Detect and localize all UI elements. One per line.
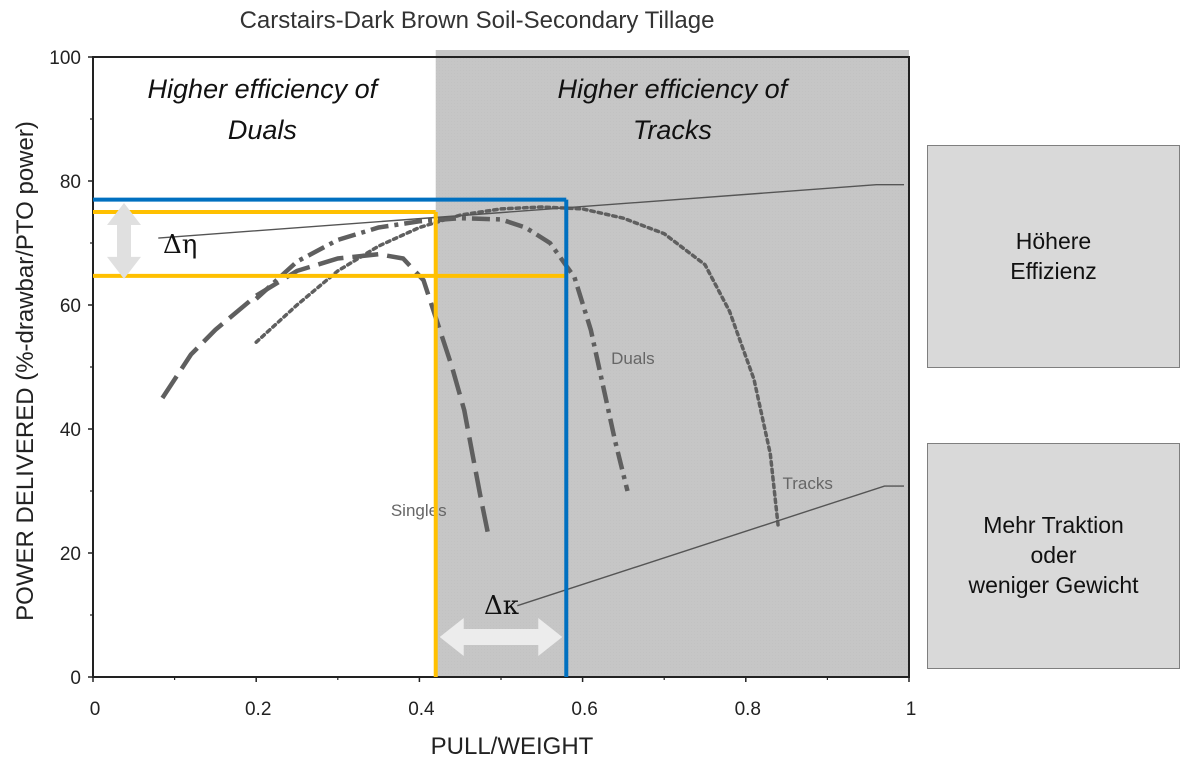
leader-line-efficiency (158, 184, 904, 239)
series-label-2: Tracks (783, 474, 833, 493)
y-tick-label-2: 40 (60, 420, 81, 441)
series-line-duals (254, 215, 630, 492)
y-tick-label-5: 100 (49, 48, 81, 69)
axes: 0 20 40 60 80 100 0 0.2 0.4 0.6 0.8 1 (49, 48, 916, 720)
x-tick-label-0: 0 (90, 699, 101, 720)
region-0 (93, 57, 436, 677)
region-label-line2-1: Tracks (633, 115, 712, 145)
region-1 (435, 57, 909, 677)
chart-title: Carstairs-Dark Brown Soil-Secondary Till… (240, 7, 715, 34)
x-tick-label-4: 0.8 (735, 699, 761, 720)
delta-eta-arrow-icon (107, 203, 141, 279)
y-axis-label: POWER DELIVERED (%-drawbar/PTO power) (12, 121, 39, 621)
x-tick-label-3: 0.6 (571, 699, 597, 720)
reference-lines (93, 197, 569, 677)
series-line-singles (160, 251, 492, 538)
y-tick-label-1: 20 (60, 544, 81, 565)
x-tick-label-2: 0.4 (408, 699, 435, 720)
annotations: Δη Δκ (107, 203, 563, 656)
x-tick-label-5: 1 (906, 699, 917, 720)
region-label-line1-1: Higher efficiency of (558, 74, 790, 104)
y-tick-label-0: 0 (70, 668, 81, 689)
shaded-regions: Higher efficiency of Duals Higher efficien… (93, 50, 909, 677)
chart: Carstairs-Dark Brown Soil-Secondary Till… (12, 7, 916, 760)
series-group: Singles Duals Tracks (158, 184, 904, 607)
x-tick-label-1: 0.2 (245, 699, 271, 720)
region-label-line2-0: Duals (228, 115, 297, 145)
y-tick-label-3: 60 (60, 296, 81, 317)
x-axis-label: PULL/WEIGHT (431, 733, 594, 760)
y-tick-label-4: 80 (60, 172, 81, 193)
delta-kappa-label: Δκ (484, 591, 519, 621)
delta-kappa-arrow-icon (439, 618, 563, 656)
region-label-line1-0: Higher efficiency of (148, 74, 380, 104)
callout-higher-efficiency: Höhere Effizienz (927, 145, 1180, 368)
series-label-1: Duals (611, 349, 654, 368)
leader-line-traction (517, 485, 904, 607)
series-label-0: Singles (391, 501, 447, 520)
callout-more-traction: Mehr Traktion oder weniger Gewicht (927, 443, 1180, 669)
delta-eta-label: Δη (163, 230, 197, 260)
